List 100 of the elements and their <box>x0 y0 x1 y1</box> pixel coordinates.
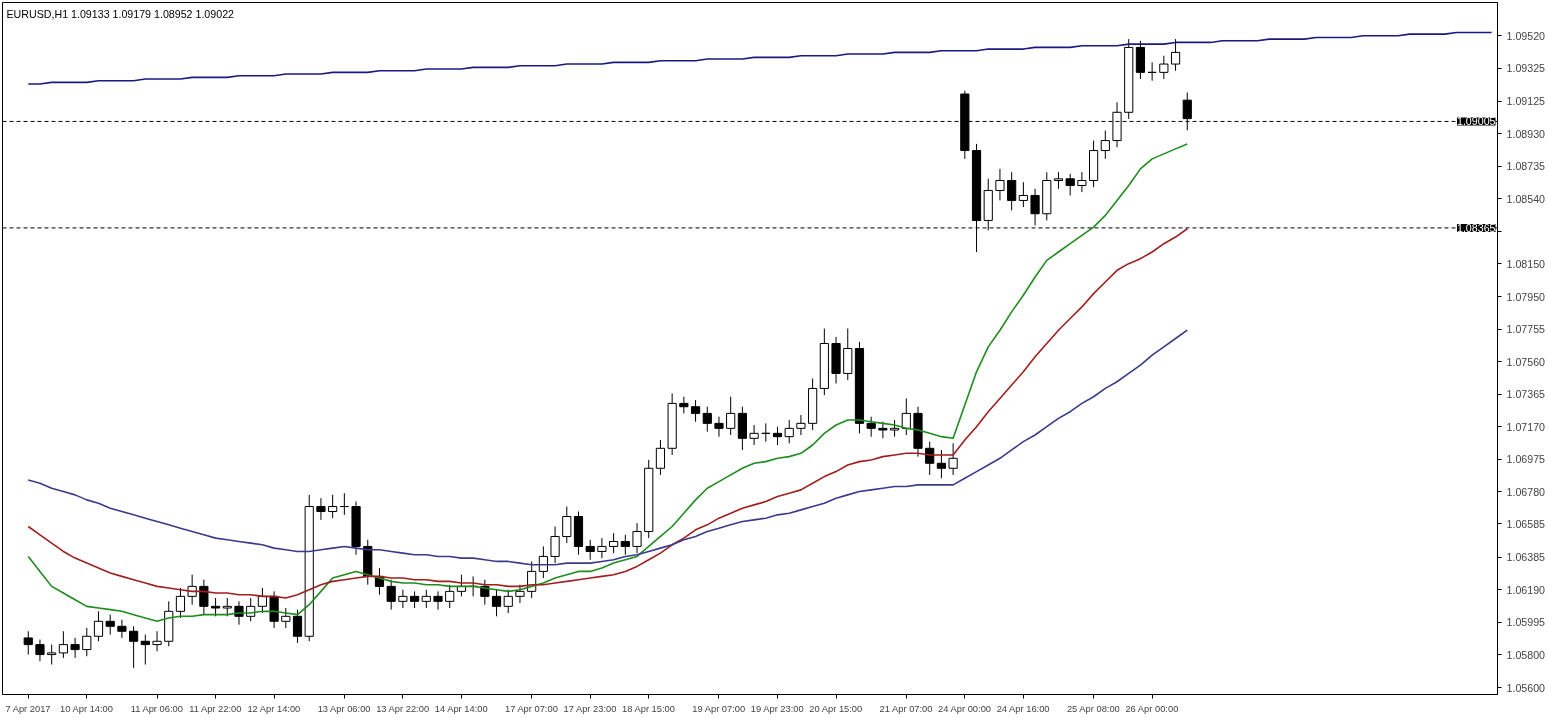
x-tick-label: 13 Apr 06:00 <box>317 703 371 714</box>
candlestick <box>1100 130 1110 160</box>
candlestick <box>222 597 232 617</box>
candlestick <box>749 424 759 446</box>
x-tick-label: 24 Apr 00:00 <box>938 703 992 714</box>
candlestick <box>433 590 443 611</box>
candlestick <box>175 587 186 619</box>
candlestick <box>784 419 794 444</box>
x-tick-label: 20 Apr 15:00 <box>809 703 863 714</box>
y-tick-label: 1.07365 <box>1506 388 1546 401</box>
candlestick <box>316 497 326 521</box>
candlestick <box>1159 55 1169 80</box>
candlestick <box>1170 38 1181 72</box>
candlestick <box>515 584 525 604</box>
x-tick-label: 21 Apr 07:00 <box>879 703 933 714</box>
candlestick <box>257 587 267 614</box>
y-tick-label: 1.06975 <box>1506 453 1546 466</box>
x-tick-label: 7 Apr 2017 <box>5 703 51 714</box>
y-tick-label: 1.07170 <box>1506 420 1546 433</box>
candlestick <box>1077 171 1087 193</box>
ref-line-label: 1.09005 <box>1456 115 1496 128</box>
candlestick <box>562 506 572 544</box>
candlestick <box>398 589 408 609</box>
candlestick <box>386 579 396 611</box>
y-tick-label: 1.08930 <box>1506 127 1546 140</box>
ref-line-label: 1.08365 <box>1456 221 1496 234</box>
candlestick <box>445 584 455 609</box>
x-tick-label: 10 Apr 14:00 <box>60 703 113 714</box>
candlestick <box>105 614 115 636</box>
candlestick <box>866 416 876 438</box>
y-tick-label: 1.08540 <box>1506 192 1546 205</box>
candlestick <box>901 397 911 436</box>
candlestick <box>772 426 783 446</box>
x-tick-label: 14 Apr 14:00 <box>434 703 488 714</box>
candlestick <box>35 639 45 662</box>
y-tick-label: 1.08150 <box>1506 257 1546 270</box>
candlestick <box>690 399 701 423</box>
candlestick <box>23 630 33 656</box>
candlestick <box>878 421 888 439</box>
candlestick <box>93 610 104 642</box>
candlestick <box>948 442 958 476</box>
candlestick <box>82 627 92 657</box>
candlestick <box>140 634 150 666</box>
candlestick <box>503 589 513 614</box>
x-tick-label: 11 Apr 22:00 <box>189 703 242 714</box>
line-series <box>27 31 1493 85</box>
candlestick <box>152 630 162 652</box>
candlestick <box>199 579 209 616</box>
text: EURUSD,H1 1.09133 1.09179 1.08952 1.09022 <box>6 7 235 20</box>
y-tick-label: 1.09325 <box>1506 62 1546 75</box>
candlestick <box>117 619 127 639</box>
y-tick-label: 1.07560 <box>1506 355 1546 368</box>
y-tick-label: 1.08735 <box>1506 160 1546 173</box>
y-tick-label: 1.06190 <box>1506 583 1546 596</box>
candlestick <box>421 589 431 609</box>
candlestick <box>491 589 502 617</box>
x-tick-label: 26 Apr 00:00 <box>1125 703 1179 714</box>
x-tick-label: 12 Apr 14:00 <box>247 703 301 714</box>
candlestick <box>1007 171 1017 211</box>
candlestick <box>129 625 139 669</box>
candlestick <box>210 597 221 617</box>
x-tick-label: 18 Apr 15:00 <box>622 703 675 714</box>
candlestick <box>796 414 806 436</box>
candlestick <box>679 396 689 414</box>
candlestick <box>281 607 291 629</box>
x-tick-label: 13 Apr 22:00 <box>376 703 430 714</box>
candlestick <box>47 644 57 666</box>
y-tick-label: 1.09125 <box>1506 95 1546 108</box>
candlestick <box>550 525 560 564</box>
candlestick <box>726 396 736 436</box>
candlestick <box>1030 188 1040 226</box>
candlestick <box>714 416 724 438</box>
candlestick <box>936 449 947 479</box>
candlestick <box>702 406 712 433</box>
candlestick <box>609 532 619 554</box>
candlestick <box>585 539 595 561</box>
x-tick-label: 24 Apr 16:00 <box>996 703 1050 714</box>
y-tick-label: 1.06585 <box>1506 518 1546 530</box>
candlestick <box>58 630 68 659</box>
x-tick-label: 11 Apr 06:00 <box>130 703 183 714</box>
y-tick-label: 1.05800 <box>1506 648 1546 661</box>
candlestick <box>292 609 303 644</box>
y-tick-label: 1.05995 <box>1506 616 1546 629</box>
x-tick-label: 25 Apr 08:00 <box>1066 703 1120 714</box>
candlestick <box>655 439 666 476</box>
y-tick-label: 1.06780 <box>1506 485 1546 498</box>
x-tick-label: 19 Apr 23:00 <box>750 703 804 714</box>
candlestick <box>620 534 630 556</box>
candlestick <box>995 168 1005 201</box>
y-tick-label: 1.09520 <box>1506 29 1546 42</box>
candlestick <box>1018 181 1028 208</box>
y-tick-label: 1.07755 <box>1506 323 1546 336</box>
y-tick-label: 1.06385 <box>1506 551 1546 564</box>
candlestick <box>632 522 642 554</box>
x-tick-label: 17 Apr 23:00 <box>563 703 617 714</box>
y-tick-label: 1.07950 <box>1506 290 1546 303</box>
x-tick-label: 17 Apr 07:00 <box>504 703 558 714</box>
x-tick-label: 19 Apr 07:00 <box>692 703 746 714</box>
candlestick <box>328 494 338 519</box>
candlestick <box>70 637 80 659</box>
